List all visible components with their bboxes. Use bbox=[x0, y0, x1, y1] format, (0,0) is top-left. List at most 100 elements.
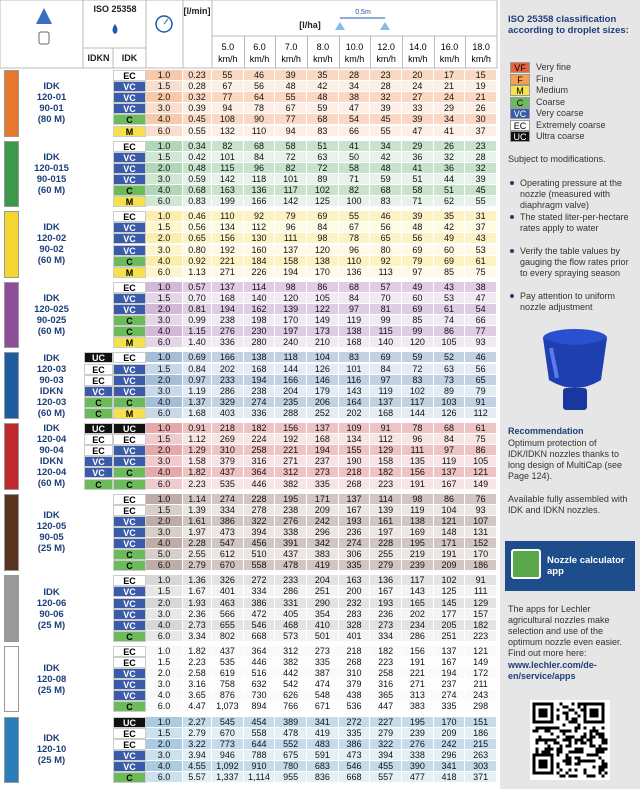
nozzle-name-line: 90-03 bbox=[39, 374, 64, 386]
rate-cell: 108 bbox=[212, 114, 244, 126]
rate-cell: 62 bbox=[433, 196, 466, 208]
rate-cell: 115 bbox=[370, 326, 402, 338]
flow-cell: 1.61 bbox=[183, 515, 212, 527]
droplet-class: M bbox=[113, 337, 146, 349]
flow-cell: 1.82 bbox=[183, 645, 212, 657]
pressure-cell: 1.5 bbox=[146, 504, 183, 516]
pressure-cell: 6.0 bbox=[146, 630, 183, 642]
nozzle-name-line: IDK bbox=[43, 733, 60, 745]
droplet-class: VC bbox=[113, 749, 146, 761]
rate-cell: 170 bbox=[433, 716, 466, 728]
rate-cell: 223 bbox=[370, 657, 402, 669]
pressure-cell: 1.5 bbox=[146, 727, 183, 739]
nozzle-name-line: IDK bbox=[43, 293, 60, 305]
rate-cell: 143 bbox=[338, 385, 371, 397]
rate-cell: 371 bbox=[465, 772, 497, 784]
rate-cell: 632 bbox=[243, 679, 276, 691]
rate-cell: 49 bbox=[402, 281, 434, 293]
rate-cell: 296 bbox=[433, 749, 466, 761]
rate-cell: 103 bbox=[433, 396, 466, 408]
rate-cell: 32 bbox=[465, 162, 497, 174]
rate-cell: 286 bbox=[402, 630, 434, 642]
rate-cell: 105 bbox=[307, 292, 339, 304]
rate-cell: 73 bbox=[433, 374, 466, 386]
speed-unit: km/h bbox=[471, 54, 491, 64]
rate-cell: 122 bbox=[307, 304, 339, 316]
rate-cell: 37 bbox=[465, 222, 497, 234]
droplet-class: EC bbox=[113, 657, 146, 669]
rate-cell: 45 bbox=[465, 185, 497, 197]
bullet-dot bbox=[510, 215, 514, 219]
rate-cell: 545 bbox=[212, 716, 244, 728]
rate-cell: 136 bbox=[243, 185, 276, 197]
rate-cell: 75 bbox=[465, 434, 497, 446]
droplet-class: EC bbox=[84, 374, 113, 386]
rate-cell: 156 bbox=[402, 645, 434, 657]
rate-cell: 240 bbox=[275, 337, 307, 349]
rate-cell: 39 bbox=[465, 173, 497, 185]
rate-cell: 383 bbox=[402, 701, 434, 713]
rate-cell: 268 bbox=[338, 657, 371, 669]
rate-cell: 92 bbox=[370, 255, 402, 267]
rate-cell: 56 bbox=[243, 81, 276, 93]
rate-cell: 31 bbox=[465, 211, 497, 223]
pressure-cell: 1.0 bbox=[146, 575, 183, 587]
rate-cell: 41 bbox=[338, 140, 371, 152]
flow-cell: 3.94 bbox=[183, 749, 212, 761]
rate-cell: 78 bbox=[243, 103, 276, 115]
rate-cell: 194 bbox=[307, 445, 339, 457]
rate-cell: 280 bbox=[243, 337, 276, 349]
lha-label: [l/ha] bbox=[299, 20, 321, 30]
rate-cell: 836 bbox=[307, 772, 339, 784]
legend-code: C bbox=[510, 96, 530, 108]
pressure-cell: 3.0 bbox=[146, 315, 183, 327]
rate-cell: 197 bbox=[370, 526, 402, 538]
rate-cell: 23 bbox=[370, 70, 402, 82]
rate-cell: 296 bbox=[307, 526, 339, 538]
rate-cell: 168 bbox=[338, 337, 371, 349]
rate-cell: 77 bbox=[212, 92, 244, 104]
droplet-class: M bbox=[113, 407, 146, 419]
rate-cell: 364 bbox=[243, 645, 276, 657]
header-divider bbox=[433, 36, 435, 68]
rate-cell: 163 bbox=[338, 575, 371, 587]
rate-cell: 138 bbox=[307, 255, 339, 267]
rate-cell: 61 bbox=[465, 255, 497, 267]
rate-cell: 221 bbox=[212, 255, 244, 267]
rate-cell: 365 bbox=[370, 690, 402, 702]
legend-label: Extremely coarse bbox=[536, 119, 606, 130]
rate-cell: 120 bbox=[307, 244, 339, 256]
rate-cell: 167 bbox=[370, 586, 402, 598]
rate-cell: 138 bbox=[402, 515, 434, 527]
rate-cell: 23 bbox=[465, 140, 497, 152]
cap-highlight bbox=[549, 347, 559, 379]
rate-cell: 298 bbox=[465, 701, 497, 713]
rate-cell: 158 bbox=[275, 255, 307, 267]
rate-cell: 134 bbox=[212, 222, 244, 234]
pressure-cell: 2.0 bbox=[146, 233, 183, 245]
nozzle-name: IDK 120-06 90-06 (25 M) bbox=[20, 575, 83, 642]
table-header bbox=[0, 0, 498, 69]
pressure-cell: 1.5 bbox=[146, 434, 183, 446]
pressure-cell: 2.0 bbox=[146, 92, 183, 104]
rate-cell: 335 bbox=[307, 478, 339, 490]
speed-value: 8.0 bbox=[316, 42, 330, 52]
droplet-class: UC bbox=[84, 423, 113, 435]
pressure-cell: 3.0 bbox=[146, 679, 183, 691]
pressure-cell: 4.0 bbox=[146, 326, 183, 338]
rate-cell: 44 bbox=[433, 173, 466, 185]
flow-cell: 1.58 bbox=[183, 456, 212, 468]
rate-cell: 53 bbox=[433, 292, 466, 304]
droplet-class: VC bbox=[113, 222, 146, 234]
rate-cell: 215 bbox=[465, 738, 497, 750]
rate-cell: 516 bbox=[243, 668, 276, 680]
rate-cell: 47 bbox=[465, 292, 497, 304]
rate-cell: 35 bbox=[307, 70, 339, 82]
rate-cell: 401 bbox=[212, 586, 244, 598]
speed-value: 7.0 bbox=[284, 42, 298, 52]
rate-cell: 112 bbox=[243, 222, 276, 234]
rate-cell: 274 bbox=[212, 493, 244, 505]
rate-cell: 36 bbox=[402, 151, 434, 163]
droplet-class: C bbox=[113, 114, 146, 126]
pressure-cell: 4.0 bbox=[146, 467, 183, 479]
